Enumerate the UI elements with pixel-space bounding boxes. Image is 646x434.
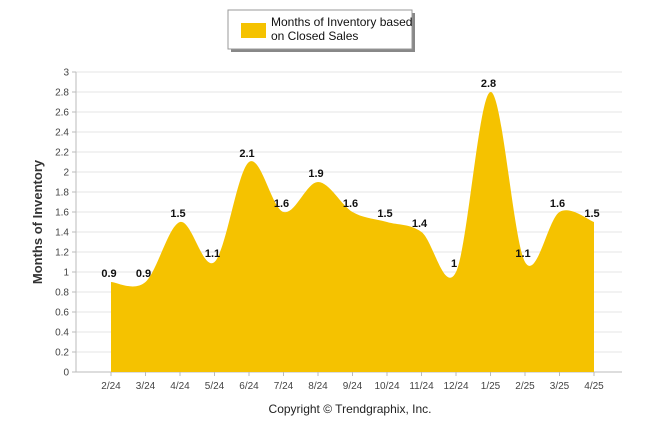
data-label: 1.1 xyxy=(205,248,220,260)
data-label: 0.9 xyxy=(136,268,151,280)
y-tick-label: 2.2 xyxy=(55,148,69,159)
x-tick-label: 4/24 xyxy=(170,381,190,392)
y-tick-label: 0.2 xyxy=(55,348,69,359)
y-tick-label: 1 xyxy=(63,268,69,279)
y-tick-label: 0 xyxy=(63,368,69,379)
y-tick-label: 3 xyxy=(63,68,69,79)
y-tick-label: 0.8 xyxy=(55,288,69,299)
data-label: 1.9 xyxy=(308,168,323,180)
data-label: 1.6 xyxy=(550,198,565,210)
legend-label-line-2: on Closed Sales xyxy=(271,29,358,43)
y-tick-label: 2.6 xyxy=(55,108,69,119)
data-area xyxy=(111,91,594,373)
x-tick-label: 11/24 xyxy=(409,381,434,392)
data-label: 1.5 xyxy=(584,208,599,220)
x-tick-label: 9/24 xyxy=(343,381,363,392)
y-tick-label: 2.8 xyxy=(55,88,69,99)
x-tick-label: 8/24 xyxy=(308,381,328,392)
y-axis-title: Months of Inventory xyxy=(30,159,45,284)
data-label: 1.1 xyxy=(515,248,530,260)
y-tick-label: 1.8 xyxy=(55,188,69,199)
legend-label-line-1: Months of Inventory based xyxy=(271,15,412,29)
y-tick-label: 1.2 xyxy=(55,248,69,259)
y-tick-label: 2 xyxy=(63,168,69,179)
x-tick-label: 5/24 xyxy=(205,381,225,392)
y-tick-label: 0.4 xyxy=(55,328,69,339)
x-axis-ticks: 2/24 3/24 4/24 5/24 6/24 7/24 8/24 9/24 10/24 11/… xyxy=(101,372,604,392)
series-area xyxy=(111,91,594,373)
x-tick-label: 2/24 xyxy=(101,381,121,392)
y-tick-label: 2.4 xyxy=(55,128,69,139)
legend: Months of Inventory based on Closed Sale… xyxy=(227,9,415,52)
data-label: 0.9 xyxy=(101,268,116,280)
x-tick-label: 7/24 xyxy=(274,381,294,392)
data-label: 1.6 xyxy=(274,198,289,210)
x-tick-label: 3/25 xyxy=(550,381,570,392)
x-tick-label: 1/25 xyxy=(481,381,501,392)
x-tick-label: 6/24 xyxy=(239,381,259,392)
data-label: 1.5 xyxy=(170,208,185,220)
legend-swatch xyxy=(241,23,266,38)
copyright-credit: Copyright © Trendgraphix, Inc. xyxy=(269,402,432,416)
data-label: 1.4 xyxy=(412,218,428,230)
data-label: 2.1 xyxy=(239,148,254,160)
x-tick-label: 4/25 xyxy=(584,381,604,392)
y-axis-ticks: 0 0.2 0.4 0.6 0.8 1 1.2 1.4 1.6 1.8 2 2.2 2.4 2.6 2.8 3 xyxy=(55,68,69,379)
y-tick-label: 1.4 xyxy=(55,228,69,239)
x-tick-label: 12/24 xyxy=(443,381,468,392)
data-label: 1.6 xyxy=(343,198,358,210)
x-tick-label: 10/24 xyxy=(374,381,399,392)
data-label: 2.8 xyxy=(481,78,496,90)
x-tick-label: 3/24 xyxy=(136,381,156,392)
y-tick-label: 0.6 xyxy=(55,308,69,319)
data-label: 1 xyxy=(451,258,457,270)
x-tick-label: 2/25 xyxy=(515,381,535,392)
data-labels: 0.9 0.9 1.5 1.1 2.1 1.6 1.9 1.6 1.5 1.4 1 2.8 1.1 1.6… xyxy=(101,78,600,283)
data-label: 1.5 xyxy=(377,208,392,220)
y-tick-label: 1.6 xyxy=(55,208,69,219)
